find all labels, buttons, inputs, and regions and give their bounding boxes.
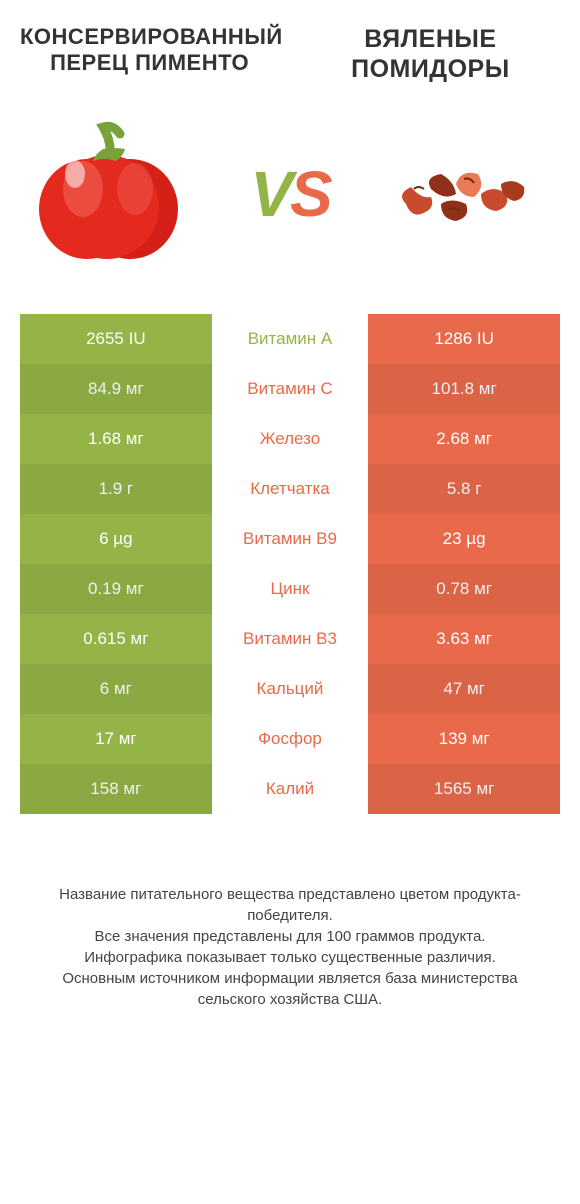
cell-right-value: 3.63 мг (368, 614, 560, 664)
cell-left-value: 1.9 г (20, 464, 212, 514)
footer-line-4: Основным источником информации является … (30, 968, 550, 1010)
cell-nutrient-name: Кальций (212, 664, 369, 714)
table-row: 1.68 мгЖелезо2.68 мг (20, 414, 560, 464)
cell-right-value: 0.78 мг (368, 564, 560, 614)
cell-nutrient-name: Клетчатка (212, 464, 369, 514)
footer-line-1: Название питательного вещества представл… (30, 884, 550, 926)
table-row: 6 мгКальций47 мг (20, 664, 560, 714)
cell-nutrient-name: Витамин B9 (212, 514, 369, 564)
cell-nutrient-name: Калий (212, 764, 369, 814)
cell-left-value: 84.9 мг (20, 364, 212, 414)
cell-nutrient-name: Витамин C (212, 364, 369, 414)
titles-row: КОНСЕРВИРОВАННЫЙ ПЕРЕЦ ПИМЕНТО ВЯЛЕНЫЕ П… (20, 24, 560, 84)
table-row: 84.9 мгВитамин C101.8 мг (20, 364, 560, 414)
cell-right-value: 23 µg (368, 514, 560, 564)
table-row: 158 мгКалий1565 мг (20, 764, 560, 814)
vs-s: S (290, 157, 330, 231)
cell-nutrient-name: Цинк (212, 564, 369, 614)
vs-label: VS (209, 157, 371, 231)
cell-left-value: 17 мг (20, 714, 212, 764)
footer-text: Название питательного вещества представл… (20, 884, 560, 1010)
footer-line-3: Инфографика показывает только существенн… (30, 947, 550, 968)
cell-left-value: 158 мг (20, 764, 212, 814)
table-row: 1.9 гКлетчатка5.8 г (20, 464, 560, 514)
cell-left-value: 1.68 мг (20, 414, 212, 464)
cell-right-value: 5.8 г (368, 464, 560, 514)
cell-right-value: 139 мг (368, 714, 560, 764)
table-row: 6 µgВитамин B923 µg (20, 514, 560, 564)
cell-left-value: 2655 IU (20, 314, 212, 364)
vs-v: V (250, 157, 290, 231)
title-right: ВЯЛЕНЫЕ ПОМИДОРЫ (301, 24, 560, 84)
table-row: 17 мгФосфор139 мг (20, 714, 560, 764)
table-row: 0.615 мгВитамин B33.63 мг (20, 614, 560, 664)
title-left: КОНСЕРВИРОВАННЫЙ ПЕРЕЦ ПИМЕНТО (20, 24, 279, 77)
pepper-icon (25, 119, 205, 269)
sundried-tomato-icon (386, 139, 546, 249)
table-row: 2655 IUВитамин A1286 IU (20, 314, 560, 364)
nutrient-table: 2655 IUВитамин A1286 IU84.9 мгВитамин C1… (20, 314, 560, 814)
footer-line-2: Все значения представлены для 100 граммо… (30, 926, 550, 947)
cell-right-value: 1286 IU (368, 314, 560, 364)
hero-left-image (20, 119, 209, 269)
infographic-container: КОНСЕРВИРОВАННЫЙ ПЕРЕЦ ПИМЕНТО ВЯЛЕНЫЕ П… (0, 0, 580, 1030)
cell-nutrient-name: Железо (212, 414, 369, 464)
cell-right-value: 101.8 мг (368, 364, 560, 414)
cell-nutrient-name: Фосфор (212, 714, 369, 764)
cell-right-value: 1565 мг (368, 764, 560, 814)
hero-row: VS (20, 104, 560, 284)
hero-right-image (371, 139, 560, 249)
cell-nutrient-name: Витамин A (212, 314, 369, 364)
cell-nutrient-name: Витамин B3 (212, 614, 369, 664)
cell-left-value: 6 µg (20, 514, 212, 564)
cell-right-value: 47 мг (368, 664, 560, 714)
cell-right-value: 2.68 мг (368, 414, 560, 464)
cell-left-value: 0.19 мг (20, 564, 212, 614)
table-row: 0.19 мгЦинк0.78 мг (20, 564, 560, 614)
cell-left-value: 0.615 мг (20, 614, 212, 664)
cell-left-value: 6 мг (20, 664, 212, 714)
